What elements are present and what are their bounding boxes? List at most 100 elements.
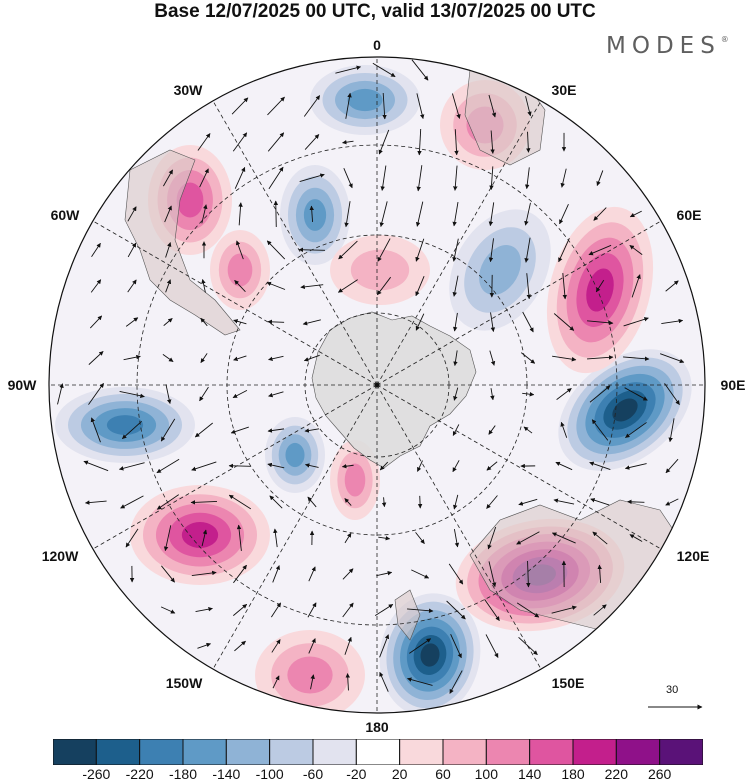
wind-vector: [449, 670, 463, 694]
wind-vector: [668, 418, 675, 443]
wind-vector: [450, 633, 462, 659]
wind-vector: [452, 424, 460, 436]
wind-vector: [380, 165, 387, 191]
wind-vector: [453, 165, 458, 191]
wind-vector: [89, 315, 103, 329]
wind-vector: [629, 244, 643, 256]
wind-vector: [267, 319, 285, 325]
wind-vector: [308, 566, 316, 582]
wind-vector: [522, 311, 534, 333]
wind-vector: [409, 638, 432, 654]
negative-anomaly-contour: [612, 398, 638, 422]
map-title: Base 12/07/2025 00 UTC, valid 13/07/2025…: [154, 1, 596, 22]
wind-vector: [344, 636, 352, 655]
wind-vector: [587, 355, 614, 360]
wind-vector: [452, 275, 459, 297]
wind-vector: [343, 167, 353, 189]
wind-vector: [272, 565, 280, 583]
wind-vector: [300, 284, 324, 290]
wind-vector: [454, 129, 459, 156]
wind-vector: [415, 276, 425, 297]
wind-vector: [589, 385, 611, 403]
wind-vector: [197, 642, 211, 649]
wind-vector: [236, 524, 242, 551]
wind-vector: [268, 166, 284, 190]
wind-vector: [233, 319, 247, 325]
colorbar-tick-label: -60: [302, 766, 324, 782]
wind-vector: [307, 496, 317, 508]
colorbar: [53, 739, 703, 765]
wind-vector: [160, 606, 176, 614]
wind-vector: [233, 564, 247, 584]
wind-vector: [337, 279, 358, 293]
meridian-line: [91, 384, 378, 551]
colorbar-tick-label: -260: [82, 766, 111, 782]
wind-vector: [163, 525, 172, 552]
meridian-line: [211, 384, 378, 671]
wind-vector: [266, 281, 286, 290]
wind-vector: [488, 561, 497, 588]
colorbar-tick-label: 20: [391, 766, 408, 782]
wind-vector: [379, 671, 389, 692]
wind-vector: [271, 639, 281, 653]
wind-vector: [379, 201, 388, 228]
wind-vector: [407, 677, 433, 686]
colorbar-swatch: [182, 739, 227, 765]
positive-anomaly-contour: [181, 522, 219, 548]
lon-label-60e: 60E: [676, 207, 702, 223]
wind-vector: [191, 461, 217, 471]
wind-vector: [415, 532, 425, 544]
wind-vector: [453, 494, 459, 510]
wind-vector: [345, 673, 350, 691]
wind-vector: [342, 602, 354, 618]
wind-vector: [556, 388, 572, 400]
brand-text: MODES: [606, 33, 721, 59]
wind-vector: [415, 201, 424, 227]
wind-vector: [344, 532, 352, 544]
wind-vector: [560, 421, 568, 438]
lon-label-150e: 150E: [551, 675, 585, 691]
colorbar-swatch: [572, 739, 617, 765]
colorbar-tick-label: 220: [604, 766, 629, 782]
wind-vector: [589, 461, 611, 470]
wind-vector: [661, 318, 684, 324]
wind-vector: [417, 495, 423, 509]
wind-vector: [374, 603, 394, 617]
wind-vector: [268, 355, 284, 361]
wind-vector: [595, 279, 605, 293]
wind-vector: [164, 205, 172, 223]
lon-label-30w: 30W: [173, 82, 203, 98]
wind-vector: [118, 462, 145, 471]
wind-vector: [560, 168, 567, 188]
negative-anomaly-contour: [106, 415, 144, 435]
wind-vector: [490, 388, 495, 401]
negative-anomaly-contour: [285, 442, 305, 468]
colorbar-tick-label: 100: [474, 766, 499, 782]
wind-vector: [488, 202, 495, 227]
new-zealand-shape: [394, 589, 421, 641]
wind-vector: [664, 383, 680, 405]
colorbar-swatch: [399, 739, 444, 765]
wind-vector: [163, 318, 173, 326]
wind-vector: [526, 273, 532, 300]
south-pole-marker: [374, 382, 380, 388]
wind-vector: [335, 65, 362, 74]
wind-vector: [520, 352, 536, 364]
wind-vector: [415, 313, 425, 331]
wind-vector: [524, 237, 531, 263]
wind-vector: [623, 317, 649, 327]
wind-vector: [551, 532, 576, 544]
lon-label-120w: 120W: [41, 548, 79, 564]
wind-vector: [232, 389, 248, 399]
colorbar-tick-label: -180: [168, 766, 198, 782]
positive-anomaly-contour: [287, 656, 333, 694]
wind-vector: [267, 462, 285, 469]
wind-vector: [378, 129, 390, 155]
vector-scale-label: 30: [666, 684, 679, 696]
wind-vector: [190, 500, 218, 505]
wind-vector: [228, 494, 252, 510]
wind-vector: [299, 173, 325, 182]
wind-vector: [516, 602, 540, 618]
wind-vector: [559, 203, 569, 225]
wind-vector: [88, 351, 104, 365]
